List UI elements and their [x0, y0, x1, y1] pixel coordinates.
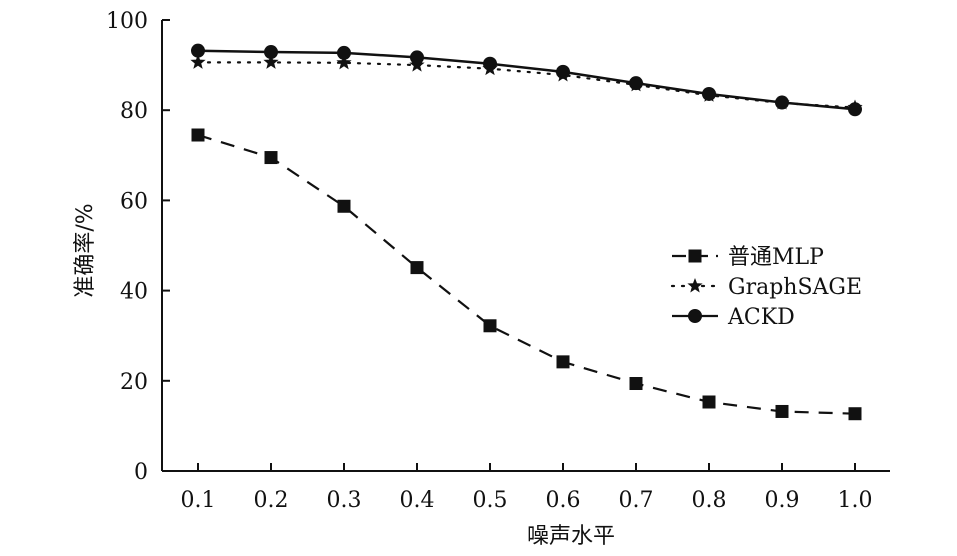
legend: 普通MLP GraphSAGE ACKD — [670, 245, 862, 330]
data-point-square — [702, 395, 716, 409]
series-square — [191, 128, 862, 421]
data-point-circle — [848, 102, 862, 117]
data-point-square — [337, 199, 351, 213]
data-point-circle — [264, 45, 278, 60]
data-point-circle — [556, 64, 570, 79]
series-star — [190, 54, 863, 114]
x-tick-label: 0.8 — [692, 488, 727, 513]
data-point-square — [483, 319, 497, 333]
series-line — [197, 49, 856, 111]
data-point-circle — [775, 95, 789, 110]
x-tick-label: 0.5 — [473, 488, 508, 513]
legend-label: 普通MLP — [728, 245, 824, 270]
legend-label: GraphSAGE — [728, 275, 862, 300]
y-tick-label: 0 — [134, 460, 148, 485]
series-circle — [191, 43, 862, 117]
data-point-circle — [410, 50, 424, 65]
axes — [161, 20, 890, 472]
y-tick-label: 80 — [120, 99, 148, 124]
y-axis-label: 准确率/% — [73, 203, 98, 297]
x-axis-label: 噪声水平 — [527, 524, 615, 549]
data-point-star — [336, 54, 352, 70]
y-ticks: 0 20 40 60 80 100 — [106, 9, 170, 485]
data-point-square — [191, 128, 205, 142]
data-point-circle — [483, 56, 497, 71]
legend-marker-star — [687, 278, 703, 293]
x-tick-label: 0.9 — [765, 488, 800, 513]
legend-item: GraphSAGE — [670, 275, 862, 300]
x-tick-label: 0.1 — [181, 488, 216, 513]
data-point-star — [263, 54, 279, 69]
legend-marker-square — [688, 249, 702, 263]
x-tick-label: 0.6 — [546, 488, 581, 513]
x-tick-label: 0.7 — [619, 488, 654, 513]
data-point-square — [848, 407, 862, 421]
data-point-square — [410, 261, 424, 275]
data-point-square — [556, 355, 570, 369]
legend-item: 普通MLP — [672, 245, 824, 270]
data-point-circle — [629, 76, 643, 91]
data-point-circle — [702, 86, 716, 101]
x-tick-label: 1.0 — [838, 488, 873, 513]
legend-marker-circle — [688, 309, 702, 323]
y-tick-label: 100 — [106, 9, 148, 34]
data-point-square — [264, 151, 278, 165]
y-tick-label: 40 — [120, 280, 148, 305]
data-point-square — [775, 404, 789, 418]
legend-label: ACKD — [727, 305, 795, 330]
data-point-square — [629, 377, 643, 391]
data-point-star — [190, 54, 206, 69]
data-point-circle — [191, 43, 205, 58]
legend-item: ACKD — [672, 305, 795, 330]
y-tick-label: 60 — [120, 189, 148, 214]
data-point-circle — [337, 45, 351, 60]
x-ticks: 0.1 0.2 0.3 0.4 0.5 0.6 0.7 0.8 0.9 1.0 — [181, 463, 873, 513]
y-tick-label: 20 — [120, 370, 148, 395]
x-tick-label: 0.3 — [327, 488, 362, 513]
series-layer — [190, 43, 863, 421]
x-tick-label: 0.4 — [400, 488, 435, 513]
x-tick-label: 0.2 — [254, 488, 289, 513]
series-line — [197, 133, 856, 415]
